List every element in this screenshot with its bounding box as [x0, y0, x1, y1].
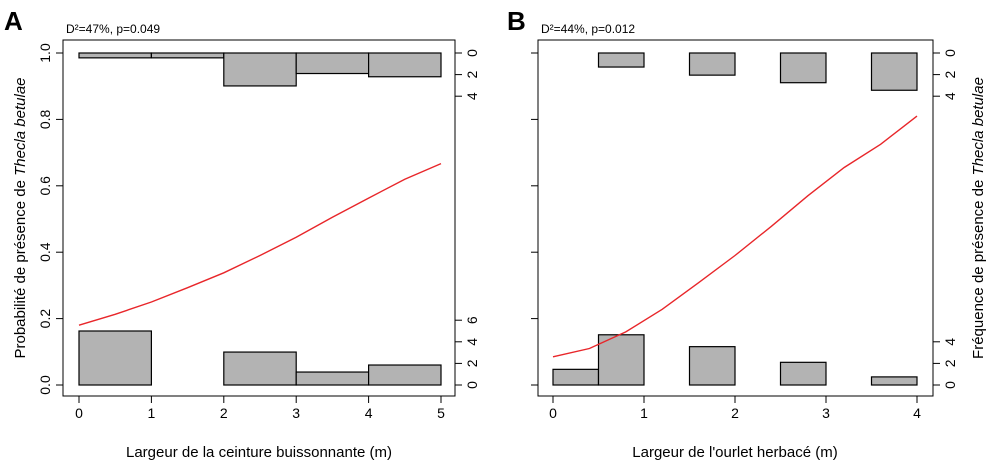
- panel-a-y-tick-label: 0.2: [37, 309, 53, 329]
- panel-a-y-tick-label: 1.0: [37, 43, 53, 63]
- panel-a-histogram-bars: [78, 52, 442, 386]
- panel-b-absence-bar: [870, 376, 918, 386]
- panel-b-x-tick-label: 0: [549, 405, 557, 421]
- panel-b-fitted-curve: [552, 115, 918, 358]
- panel-a-x-tick-label: 3: [292, 405, 300, 421]
- panel-b-absence-bar: [552, 368, 600, 386]
- panel-b-right-label-species: Thecla betulae: [970, 77, 987, 175]
- panel-b-x-axis-label: Largeur de l'ourlet herbacé (m): [632, 444, 837, 460]
- panel-a-presence-bar: [223, 52, 297, 87]
- panel-b-right-top-tick-label: 4: [942, 92, 958, 100]
- panel-b-presence-bar: [597, 52, 645, 68]
- panel-a-right-bottom-tick-label: 2: [464, 359, 480, 367]
- panel-a-y-tick-label: 0.6: [37, 176, 53, 196]
- panel-a-y-label-prefix: Probabilité de présence de: [12, 176, 29, 359]
- panel-a-x-tick-label: 4: [365, 405, 373, 421]
- panel-b-right-top-tick-label: 0: [942, 49, 958, 57]
- panel-a-absence-bar: [223, 351, 297, 386]
- panel-a-absence-bar: [78, 330, 153, 386]
- panel-b-right-top-tick-label: 2: [942, 70, 958, 78]
- panel-a-absence-bar: [295, 371, 370, 386]
- panel-a-stat-annotation: D²=47%, p=0.049: [66, 22, 160, 36]
- panel-a-y-tick-label: 0.4: [37, 242, 53, 262]
- panel-b-absence-bar: [779, 361, 827, 386]
- panel-b-absence-bar: [597, 334, 645, 386]
- panel-b-presence-bar: [779, 52, 827, 84]
- panel-a-y-tick-label: 0.8: [37, 109, 53, 129]
- panel-a-right-top-tick-label: 2: [464, 70, 480, 78]
- panel-a-x-tick-label: 1: [148, 405, 156, 421]
- panel-b-x-tick-label: 3: [822, 405, 830, 421]
- panel-a-right-top-tick-label: 4: [464, 92, 480, 100]
- panel-a-axes: 0 1 2 3 4 5 0.0 0.2 0.4 0.6 0.8 1.0 0 2 4 0 2 4 6: [37, 43, 480, 421]
- panel-a-presence-bar: [295, 52, 370, 75]
- panel-b-histogram-bars: [552, 52, 918, 386]
- panel-a-absence-bar: [368, 364, 442, 386]
- panel-a-x-tick-label: 2: [220, 405, 228, 421]
- panel-a-x-tick-label: 0: [75, 405, 83, 421]
- panel-a-presence-bar: [78, 52, 153, 59]
- panel-b-x-tick-label: 4: [913, 405, 921, 421]
- panel-a-fitted-curve: [78, 162, 442, 326]
- panel-a-right-bottom-tick-label: 4: [464, 338, 480, 346]
- panel-a-letter: A: [4, 6, 23, 36]
- panel-b-plot-frame: [537, 39, 934, 397]
- panel-a-x-tick-label: 5: [437, 405, 445, 421]
- panel-b-stat-annotation: D²=44%, p=0.012: [541, 22, 635, 36]
- panel-b-right-bottom-tick-label: 4: [942, 338, 958, 346]
- panel-a-x-axis-label: Largeur de la ceinture buissonnante (m): [126, 444, 392, 460]
- panel-a-y-label-species: Thecla betulae: [12, 77, 29, 175]
- panel-b-letter: B: [507, 6, 526, 36]
- panel-b-x-tick-label: 2: [731, 405, 739, 421]
- panel-b-x-tick-label: 1: [640, 405, 648, 421]
- panel-b-absence-bar: [688, 346, 736, 386]
- panel-b-presence-bar: [688, 52, 736, 76]
- panel-a-y-tick-label: 0.0: [37, 375, 53, 395]
- panel-a-right-bottom-tick-label: 0: [464, 381, 480, 389]
- panel-b-right-label-prefix: Fréquence de présence de: [970, 175, 987, 358]
- panel-a-right-top-tick-label: 0: [464, 49, 480, 57]
- panel-a-presence-bar: [150, 52, 225, 59]
- panel-b-right-axis-label: Fréquence de présence de Thecla betulae: [970, 77, 987, 359]
- panel-a: A D²=47%, p=0.049 0 1 2 3 4 5 0.0 0.2 0.4 0.6 0.8 1…: [4, 6, 480, 461]
- panel-b-axes: 0 1 2 3 4 0 2 4 0 2 4: [531, 49, 958, 421]
- panel-b: B D²=44%, p=0.012 0 1 2 3 4 0 2 4 0 2 4 Largeur de…: [507, 6, 987, 461]
- panel-a-right-bottom-tick-label: 6: [464, 316, 480, 324]
- panel-b-right-bottom-tick-label: 0: [942, 381, 958, 389]
- panel-a-y-axis-label: Probabilité de présence de Thecla betula…: [12, 77, 29, 358]
- panel-b-presence-bar: [870, 52, 918, 91]
- panel-a-presence-bar: [368, 52, 442, 78]
- panel-b-right-bottom-tick-label: 2: [942, 359, 958, 367]
